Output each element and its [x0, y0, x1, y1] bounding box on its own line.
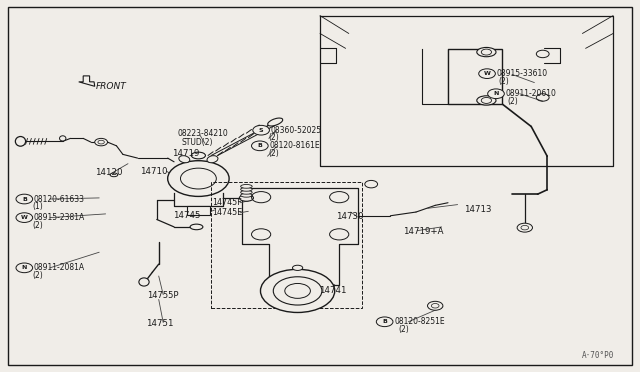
Text: 14710: 14710 — [140, 167, 167, 176]
Ellipse shape — [139, 278, 149, 286]
Circle shape — [488, 89, 504, 99]
Text: 14745E: 14745E — [212, 208, 243, 217]
Ellipse shape — [241, 187, 252, 191]
Text: 14730: 14730 — [336, 212, 364, 221]
Circle shape — [253, 125, 269, 135]
Text: STUD(2): STUD(2) — [182, 138, 213, 147]
Ellipse shape — [292, 265, 303, 270]
Ellipse shape — [477, 96, 496, 105]
Ellipse shape — [241, 193, 252, 197]
Circle shape — [95, 138, 108, 146]
Text: W: W — [21, 215, 28, 220]
Text: (2): (2) — [498, 77, 509, 86]
Text: (2): (2) — [269, 149, 280, 158]
Circle shape — [16, 213, 33, 222]
Ellipse shape — [268, 118, 283, 126]
Text: 14719: 14719 — [172, 149, 199, 158]
Text: 08911-2081A: 08911-2081A — [34, 263, 85, 272]
Text: 08911-20610: 08911-20610 — [506, 89, 556, 98]
Text: 14755P: 14755P — [147, 291, 179, 300]
Text: 14120: 14120 — [95, 169, 122, 177]
Text: (2): (2) — [32, 271, 43, 280]
Text: 08915-33610: 08915-33610 — [497, 69, 548, 78]
Bar — [187, 206, 210, 215]
Text: A·70°P0: A·70°P0 — [582, 351, 614, 360]
Circle shape — [16, 263, 33, 273]
Ellipse shape — [191, 152, 205, 159]
Text: 08223-84210: 08223-84210 — [178, 129, 228, 138]
Text: 14719+A: 14719+A — [403, 227, 444, 236]
Ellipse shape — [239, 195, 253, 201]
Text: 08120-8251E: 08120-8251E — [394, 317, 445, 326]
Text: 14741: 14741 — [319, 286, 346, 295]
Ellipse shape — [241, 190, 252, 194]
Text: (2): (2) — [507, 97, 518, 106]
Text: W: W — [484, 71, 490, 76]
Bar — [211, 182, 362, 308]
Text: (2): (2) — [269, 133, 280, 142]
Circle shape — [479, 69, 495, 78]
Text: 14745: 14745 — [173, 211, 200, 219]
Circle shape — [260, 269, 335, 312]
Text: 08915-2381A: 08915-2381A — [34, 213, 85, 222]
Text: B: B — [382, 319, 387, 324]
Text: N: N — [493, 91, 499, 96]
Text: B: B — [257, 143, 262, 148]
Text: (1): (1) — [32, 202, 43, 211]
Ellipse shape — [15, 137, 26, 146]
Text: 14713: 14713 — [464, 205, 492, 214]
Circle shape — [517, 223, 532, 232]
Text: N: N — [22, 265, 27, 270]
Ellipse shape — [190, 224, 203, 230]
Ellipse shape — [110, 173, 118, 177]
Ellipse shape — [207, 155, 218, 163]
Text: 08120-8161E: 08120-8161E — [269, 141, 320, 150]
Text: (2): (2) — [32, 221, 43, 230]
Text: (2): (2) — [398, 325, 409, 334]
Circle shape — [428, 301, 443, 310]
Text: 14745F: 14745F — [212, 198, 242, 207]
Ellipse shape — [179, 155, 190, 163]
Circle shape — [16, 194, 33, 204]
Circle shape — [376, 317, 393, 327]
Circle shape — [365, 180, 378, 188]
Ellipse shape — [60, 136, 66, 141]
Ellipse shape — [241, 185, 252, 188]
Text: FRONT: FRONT — [96, 82, 127, 91]
Bar — [448, 49, 502, 104]
Text: 08360-52025: 08360-52025 — [271, 126, 322, 135]
Text: 08120-61633: 08120-61633 — [34, 195, 85, 203]
Ellipse shape — [477, 47, 496, 57]
Text: S: S — [259, 128, 264, 133]
Circle shape — [252, 141, 268, 151]
Text: B: B — [22, 196, 27, 202]
Circle shape — [168, 161, 229, 196]
Text: 14751: 14751 — [146, 319, 173, 328]
